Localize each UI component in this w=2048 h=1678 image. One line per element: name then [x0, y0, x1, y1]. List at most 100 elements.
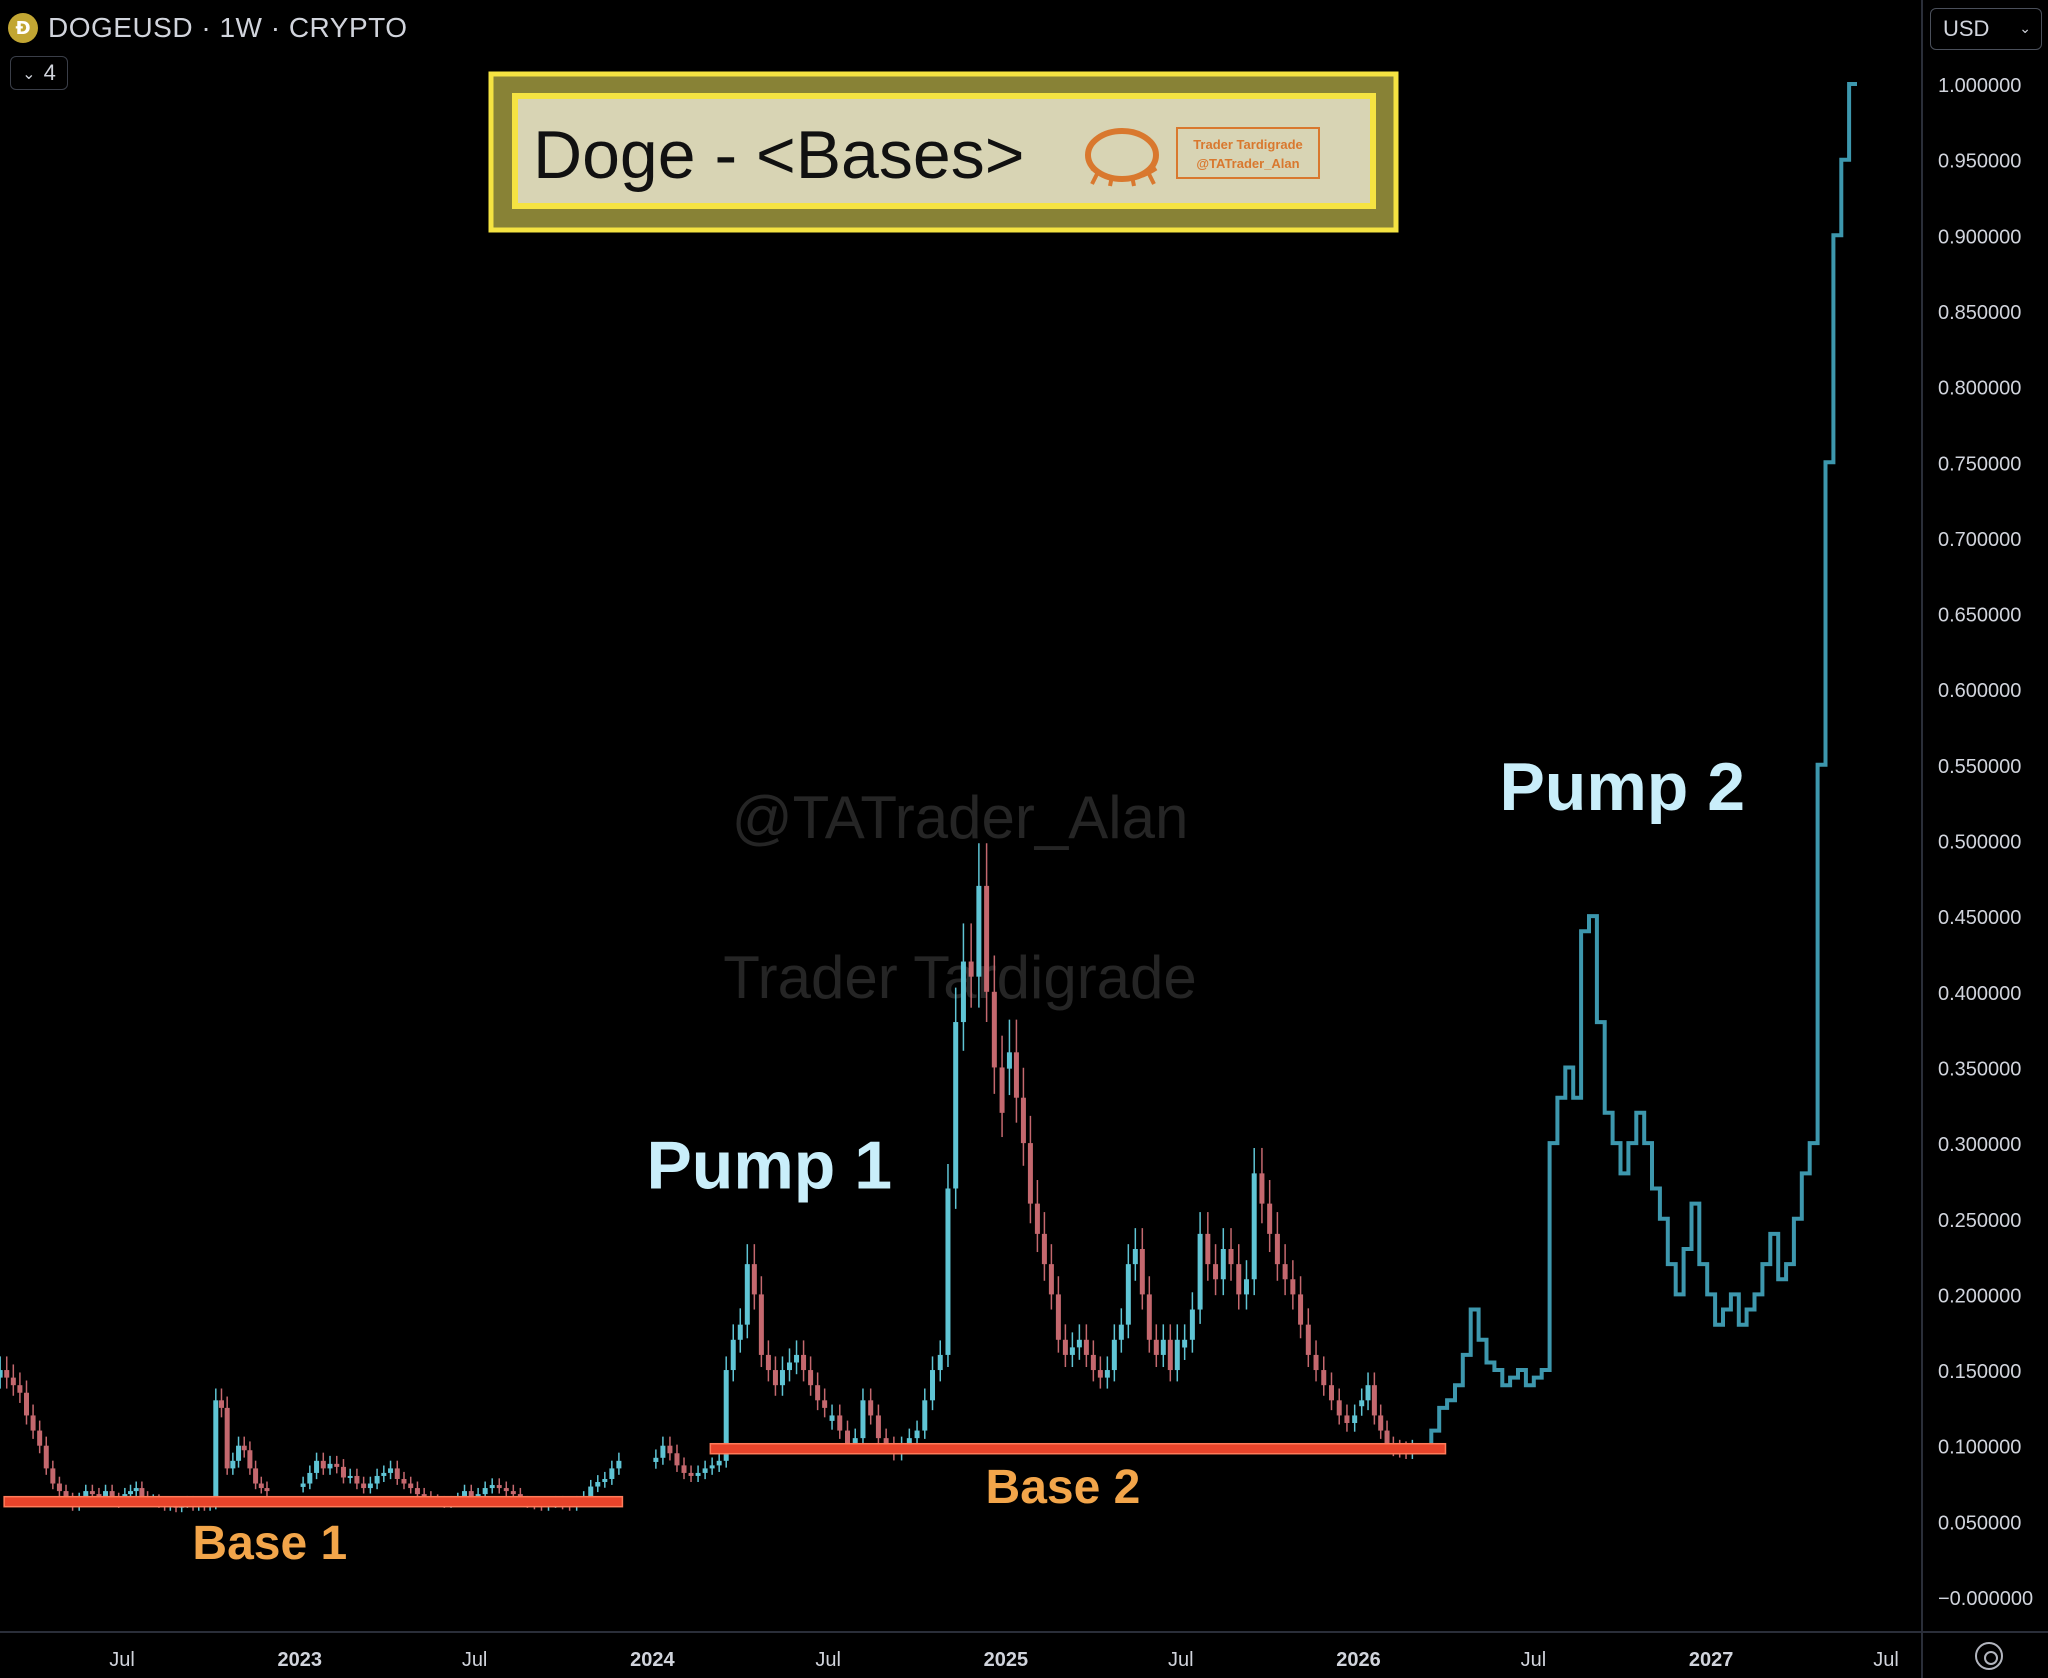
- x-tick-label: Jul: [462, 1649, 488, 1671]
- candle-body: [1251, 1173, 1257, 1280]
- doge-coin-icon: Ð: [8, 13, 38, 43]
- candle-body: [1111, 1339, 1117, 1371]
- y-tick-label: 0.050000: [1938, 1512, 2021, 1534]
- candle-body: [1305, 1324, 1311, 1355]
- y-tick-label: 0.850000: [1938, 302, 2021, 324]
- y-tick-label: 0.100000: [1938, 1437, 2021, 1459]
- indicator-count: 4: [43, 60, 56, 85]
- candle-body: [875, 1415, 881, 1439]
- candle-body: [845, 1430, 851, 1446]
- candle-body: [89, 1491, 95, 1495]
- candle-body: [660, 1445, 666, 1458]
- indicators-toggle-button[interactable]: ⌄ 4: [10, 56, 68, 90]
- candle-body: [1213, 1264, 1219, 1280]
- candle-body: [1125, 1264, 1131, 1325]
- candle-body: [307, 1472, 313, 1484]
- candle-body: [139, 1488, 145, 1498]
- candle-body: [109, 1491, 115, 1499]
- candle-body: [340, 1466, 346, 1478]
- y-tick-label: 0.150000: [1938, 1361, 2021, 1383]
- y-tick-label: 0.700000: [1938, 529, 2021, 551]
- candle-body: [374, 1475, 380, 1484]
- y-tick-label: 0.800000: [1938, 378, 2021, 400]
- currency-select[interactable]: USD ⌄: [1930, 8, 2042, 50]
- candle-body: [1139, 1249, 1145, 1295]
- candle-body: [367, 1483, 373, 1489]
- candle-body: [247, 1450, 253, 1469]
- candle-body: [1384, 1430, 1390, 1446]
- candle-body: [414, 1488, 420, 1495]
- candle-body: [695, 1472, 701, 1476]
- candle-body: [468, 1491, 474, 1498]
- y-tick-label: 0.600000: [1938, 680, 2021, 702]
- candle-body: [489, 1485, 495, 1489]
- chart-title-box: Doge - <Bases> Trader Tardigrade @TATrad…: [488, 71, 1399, 233]
- candle-body: [475, 1494, 481, 1498]
- candle-body: [1083, 1339, 1089, 1355]
- watermark: @TATrader_Alan Trader Tardigrade: [723, 784, 1197, 1011]
- candle-body: [1282, 1264, 1288, 1280]
- y-tick-label: 0.400000: [1938, 983, 2021, 1005]
- candle-body: [1321, 1370, 1327, 1386]
- candle-body: [1090, 1354, 1096, 1371]
- candle-body: [314, 1460, 320, 1473]
- candle-body: [702, 1468, 708, 1473]
- candle-body: [224, 1407, 230, 1469]
- candle-body: [1020, 1097, 1026, 1144]
- candle-body: [674, 1453, 680, 1466]
- candle-body: [968, 961, 974, 977]
- candle-body: [1069, 1347, 1075, 1355]
- watermark-handle: @TATrader_Alan: [732, 784, 1189, 851]
- x-axis[interactable]: Jul 2023 Jul 2024 Jul 2025 Jul 2026 Jul 2027 Jul: [109, 1649, 1899, 1671]
- candle-body: [1160, 1339, 1166, 1355]
- candle-body: [230, 1460, 236, 1469]
- symbol-title[interactable]: DOGEUSD · 1W · CRYPTO: [48, 12, 408, 43]
- candle-body: [1153, 1339, 1159, 1355]
- candle-body: [1267, 1203, 1273, 1234]
- badge-handle: @TATrader_Alan: [1196, 156, 1299, 171]
- y-axis[interactable]: 1.000000 0.950000 0.900000 0.850000 0.800000…: [1938, 75, 2033, 1610]
- candle-body: [1236, 1264, 1242, 1295]
- candle-body: [1344, 1415, 1350, 1424]
- candle-body: [264, 1488, 270, 1492]
- candle-body: [63, 1491, 69, 1499]
- candle-body: [50, 1468, 56, 1484]
- candle-body: [794, 1354, 800, 1363]
- candle-body: [815, 1385, 821, 1401]
- candle-body: [1055, 1294, 1061, 1340]
- candle-body: [1328, 1385, 1334, 1401]
- candle-body: [922, 1400, 928, 1431]
- candle-body: [320, 1460, 326, 1469]
- base-label: Base 1: [192, 1517, 347, 1570]
- chevron-down-icon: ⌄: [2019, 21, 2031, 37]
- y-tick-label: 0.300000: [1938, 1134, 2021, 1156]
- candle-body: [122, 1494, 128, 1498]
- candle-body: [1352, 1415, 1358, 1424]
- base-label: Base 2: [986, 1461, 1141, 1514]
- candle-body: [709, 1465, 715, 1469]
- candle-body: [128, 1491, 134, 1495]
- candle-body: [1076, 1339, 1082, 1348]
- symbol-header[interactable]: Ð DOGEUSD · 1W · CRYPTO: [8, 8, 408, 48]
- candle-body: [462, 1491, 468, 1499]
- y-tick-label: 0.450000: [1938, 907, 2021, 929]
- candle-body: [1174, 1339, 1180, 1371]
- candle-body: [837, 1415, 843, 1431]
- projection-line: [1415, 82, 1857, 1453]
- candle-body: [999, 1067, 1005, 1113]
- candle-body: [930, 1370, 936, 1401]
- candle-body: [482, 1488, 488, 1495]
- base-line: [709, 1442, 1447, 1455]
- x-tick-label: 2024: [630, 1649, 675, 1671]
- candle-body: [56, 1483, 62, 1492]
- chart-settings-icon[interactable]: [1975, 1642, 2003, 1670]
- candle-body: [758, 1294, 764, 1355]
- candle-body: [253, 1468, 259, 1484]
- candle-body: [772, 1370, 778, 1386]
- candle-body: [937, 1354, 943, 1371]
- candle-body: [496, 1485, 502, 1489]
- x-tick-label: 2025: [984, 1649, 1029, 1671]
- candle-body: [984, 885, 990, 992]
